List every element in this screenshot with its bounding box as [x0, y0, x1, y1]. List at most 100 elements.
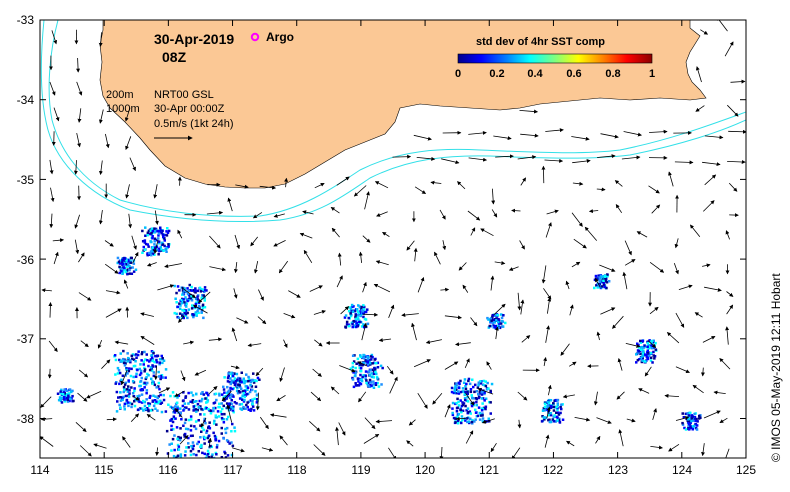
current-arrow	[153, 365, 158, 381]
sst-pixel	[64, 398, 68, 402]
sst-pixel	[146, 243, 150, 246]
current-arrow	[730, 79, 746, 84]
current-arrow	[494, 260, 506, 265]
sst-pixel	[134, 268, 138, 271]
sst-pixel	[192, 466, 195, 469]
sst-pixel	[184, 418, 188, 421]
sst-pixel	[189, 289, 192, 292]
current-arrow	[544, 434, 550, 448]
sst-pixel	[351, 310, 355, 313]
sst-pixel	[244, 385, 247, 388]
sst-pixel	[204, 456, 208, 458]
sst-pixel	[549, 411, 553, 415]
sst-pixel	[200, 408, 203, 411]
sst-pixel	[460, 421, 463, 425]
sst-pixel	[547, 418, 550, 422]
current-arrow	[411, 322, 417, 341]
sst-pixel	[689, 421, 692, 425]
sst-pixel	[197, 304, 201, 308]
sst-pixel	[65, 395, 68, 398]
sst-pixel	[495, 319, 498, 322]
sst-pixel	[207, 469, 210, 472]
current-arrow	[495, 154, 514, 159]
sst-pixel	[176, 315, 179, 319]
sst-pixel	[468, 421, 471, 425]
current-arrow	[511, 447, 521, 458]
sst-pixel	[474, 411, 478, 414]
sst-pixel	[171, 420, 175, 424]
current-arrow	[703, 200, 715, 212]
sst-pixel	[464, 390, 467, 394]
sst-pixel	[166, 227, 169, 230]
sst-pixel	[471, 378, 474, 381]
sst-pixel	[175, 456, 178, 458]
sst-pixel	[119, 406, 122, 409]
sst-pixel	[177, 435, 180, 439]
sst-pixel	[352, 371, 355, 374]
sst-pixel	[226, 380, 230, 383]
sst-pixel	[245, 403, 248, 407]
current-arrow	[545, 325, 551, 343]
current-arrow	[674, 238, 679, 249]
sst-pixel	[196, 298, 200, 301]
sst-pixel	[118, 271, 121, 275]
sst-pixel	[356, 313, 360, 317]
sst-pixel	[205, 391, 208, 395]
sst-pixel	[173, 311, 176, 315]
current-arrow	[227, 197, 233, 212]
sst-pixel	[202, 294, 205, 297]
sst-pixel	[178, 289, 181, 292]
sst-pixel	[544, 407, 547, 411]
sst-pixel	[247, 375, 250, 379]
sst-pixel	[184, 309, 188, 312]
sst-pixel	[247, 379, 250, 383]
sst-pixel	[63, 398, 66, 401]
sst-pixel	[377, 385, 381, 388]
sst-pixel	[143, 350, 146, 354]
sst-pixel	[557, 413, 561, 416]
sst-pixel	[602, 279, 605, 282]
sst-pixel	[457, 386, 461, 390]
sst-pixel	[125, 402, 128, 405]
sst-pixel	[147, 402, 150, 405]
sst-pixel	[133, 387, 136, 390]
sst-pixel	[376, 361, 380, 365]
current-arrow	[702, 161, 721, 167]
credit-text: © IMOS 05-May-2019 12:11 Hobart	[769, 273, 783, 462]
sst-pixel	[143, 241, 147, 244]
sst-pixel	[184, 396, 187, 399]
sst-pixel	[351, 322, 354, 326]
sst-pixel	[199, 413, 202, 416]
plot-frame	[39, 19, 747, 459]
sst-pixel	[160, 241, 164, 245]
sst-pixel	[483, 399, 486, 402]
sst-pixel	[206, 436, 210, 440]
current-arrow	[666, 332, 680, 344]
sst-pixel	[175, 291, 178, 295]
sst-pixel	[222, 437, 225, 440]
sst-pixel	[497, 318, 500, 321]
sst-pixel	[345, 320, 349, 324]
sst-pixel	[191, 460, 194, 463]
sst-pixel	[466, 392, 469, 396]
x-tick-label: 125	[736, 463, 756, 477]
sst-pixel	[212, 456, 216, 458]
sst-pixel	[350, 309, 353, 313]
sst-pixel	[233, 383, 237, 387]
sst-pixel	[459, 408, 462, 412]
sst-pixel	[225, 395, 229, 398]
sst-pixel	[491, 315, 494, 318]
sst-pixel	[653, 355, 657, 358]
current-arrow	[259, 185, 277, 190]
sst-pixel	[602, 274, 605, 278]
sst-pixel	[641, 352, 645, 355]
current-arrow	[257, 316, 267, 325]
sst-pixel	[155, 238, 158, 242]
current-arrow	[569, 304, 574, 316]
sst-pixel	[460, 415, 464, 418]
current-arrow	[106, 417, 117, 422]
sst-pixel	[155, 355, 158, 358]
sst-pixel	[222, 388, 226, 391]
sst-pixel	[137, 350, 140, 353]
sst-pixel	[220, 432, 223, 435]
